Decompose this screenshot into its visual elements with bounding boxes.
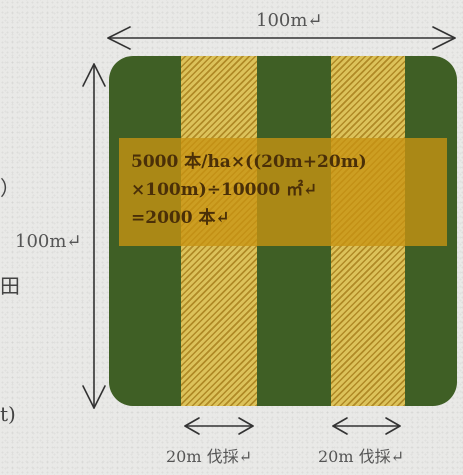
cropped-text-fragment-3: t) <box>0 402 16 426</box>
forest-plot: 5000 本/ha×((20m+20m) ×100m)÷10000 ㎡↵ =20… <box>109 56 457 406</box>
height-label: 100m↵ <box>15 231 82 252</box>
height-arrow-head-top <box>82 63 106 87</box>
cropped-text-fragment-1: ） <box>0 176 20 200</box>
formula-line-2: ×100m)÷10000 ㎡↵ <box>131 180 318 200</box>
width-label: 100m↵ <box>256 10 323 31</box>
strip-2-label: 20m 伐採↵ <box>318 447 405 466</box>
strip1-arrow-head-left <box>184 417 200 435</box>
formula-line-3: =2000 本↵ <box>131 208 230 228</box>
strip2-arrow-head-left <box>332 417 348 435</box>
cropped-text-fragment-2: 田 <box>0 274 20 298</box>
formula-line-1: 5000 本/ha×((20m+20m) <box>131 152 367 172</box>
height-arrow-head-bottom <box>82 385 106 409</box>
strip-1-label: 20m 伐採↵ <box>166 447 253 466</box>
width-arrow-head-left <box>107 26 131 50</box>
formula-box: 5000 本/ha×((20m+20m) ×100m)÷10000 ㎡↵ =20… <box>119 138 447 246</box>
strip1-arrow-head-right <box>238 417 254 435</box>
width-arrow-head-right <box>432 26 456 50</box>
strip2-arrow-head-right <box>385 417 401 435</box>
